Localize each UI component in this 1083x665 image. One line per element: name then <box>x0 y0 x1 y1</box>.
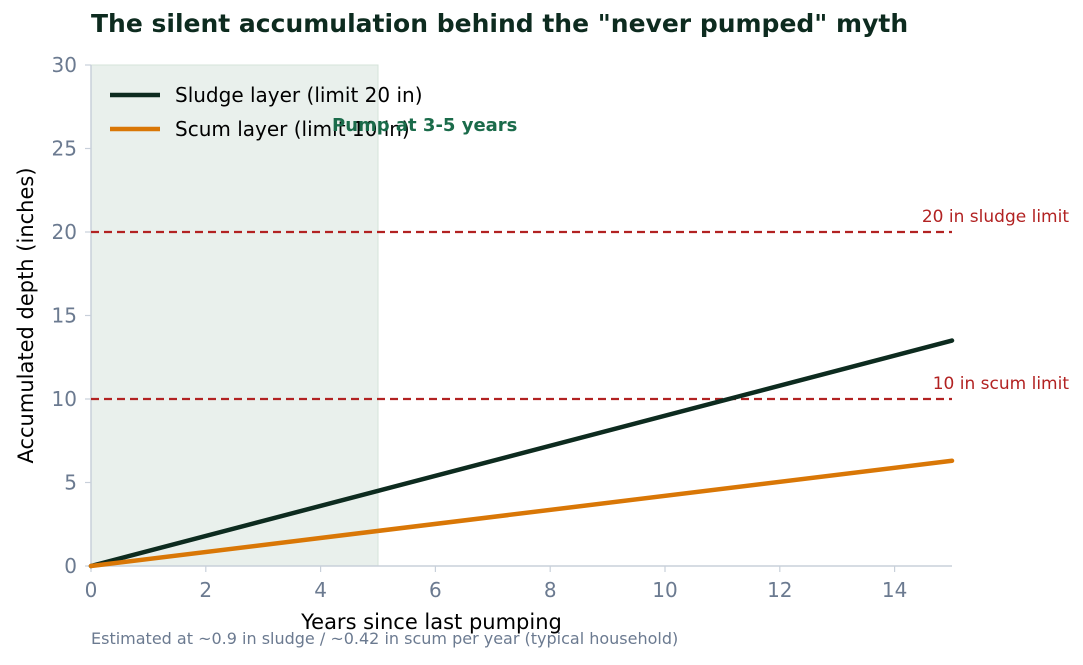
chart-title: The silent accumulation behind the "neve… <box>91 9 909 38</box>
scum-series-line <box>88 458 955 569</box>
y-tick-label: 10 <box>52 387 77 411</box>
scum-limit-label: 10 in scum limit <box>933 374 1070 394</box>
x-tick-label: 10 <box>652 578 677 602</box>
x-tick-label: 4 <box>314 578 327 602</box>
x-axis-label: Years since last pumping <box>300 610 562 634</box>
y-tick-label: 30 <box>52 53 77 77</box>
pump-window-label: Pump at 3-5 years <box>332 115 517 136</box>
y-tick-label: 0 <box>64 554 77 578</box>
sludge-limit-label: 20 in sludge limit <box>922 207 1069 227</box>
chart-footnote: Estimated at ~0.9 in sludge / ~0.42 in s… <box>91 629 679 648</box>
y-tick-label: 20 <box>52 220 77 244</box>
y-tick-label: 15 <box>52 304 77 328</box>
x-tick-label: 8 <box>544 578 557 602</box>
x-tick-label: 14 <box>882 578 907 602</box>
x-tick-label: 12 <box>767 578 792 602</box>
x-tick-label: 2 <box>199 578 212 602</box>
y-tick-label: 5 <box>64 471 77 495</box>
sludge-series-line <box>88 338 955 569</box>
x-tick-label: 6 <box>429 578 442 602</box>
x-tick-label: 0 <box>85 578 98 602</box>
y-tick-label: 25 <box>52 137 77 161</box>
pump-window-band <box>90 64 379 567</box>
legend-label-scum: Scum layer (limit 10 in) <box>175 117 410 141</box>
legend-label-sludge: Sludge layer (limit 20 in) <box>175 83 423 107</box>
y-axis-label: Accumulated depth (inches) <box>14 167 38 463</box>
